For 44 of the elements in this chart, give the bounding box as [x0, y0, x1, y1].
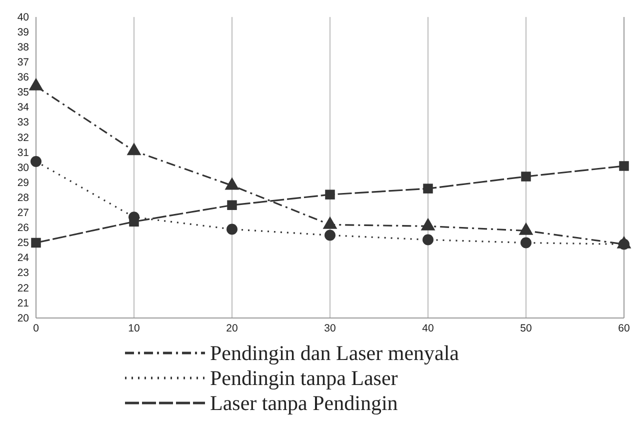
y-tick-label: 33 [17, 116, 30, 129]
y-tick-label: 32 [17, 132, 30, 144]
x-tick-label: 30 [324, 322, 336, 334]
point [28, 78, 44, 90]
y-tick-label: 25 [17, 237, 30, 250]
y-tick-label: 28 [17, 192, 30, 204]
y-tick-label: 26 [17, 222, 30, 234]
y-tick-label: 37 [17, 56, 30, 69]
y-tick-label: 22 [17, 282, 30, 294]
y-tick-label: 34 [17, 102, 30, 114]
x-tick-label: 20 [226, 322, 238, 334]
point [520, 237, 532, 248]
x-tick-label: 10 [128, 322, 140, 334]
point [521, 172, 531, 182]
y-tick-label: 39 [17, 26, 30, 38]
y-tick-label: 30 [17, 162, 30, 174]
y-tick-label: 23 [17, 267, 30, 280]
point [31, 238, 41, 248]
x-tick-label: 40 [422, 322, 434, 334]
y-tick-label: 20 [17, 312, 30, 324]
point [227, 200, 237, 210]
y-tick-label: 29 [17, 176, 30, 189]
point [226, 224, 238, 235]
point [325, 190, 335, 200]
point [126, 142, 142, 156]
point [324, 230, 336, 241]
point [619, 161, 629, 171]
legend-label: Pendingin tanpa Laser [210, 366, 398, 390]
point [422, 234, 434, 246]
legend-label: Pendingin dan Laser menyala [210, 341, 460, 365]
y-tick-label: 27 [17, 207, 30, 220]
x-tick-label: 50 [520, 322, 532, 334]
y-tick-label: 38 [17, 41, 30, 54]
y-tick-label: 31 [17, 146, 30, 159]
x-tick-label: 60 [618, 322, 630, 334]
y-tick-label: 24 [17, 252, 30, 264]
y-tick-label: 36 [17, 72, 30, 84]
legend-label: Laser tanpa Pendingin [210, 391, 398, 415]
y-tick-label: 35 [17, 86, 30, 99]
point [30, 156, 42, 167]
y-tick-label: 40 [17, 11, 30, 24]
x-tick-label: 0 [33, 322, 40, 334]
point [423, 184, 433, 194]
y-tick-label: 21 [17, 297, 30, 310]
